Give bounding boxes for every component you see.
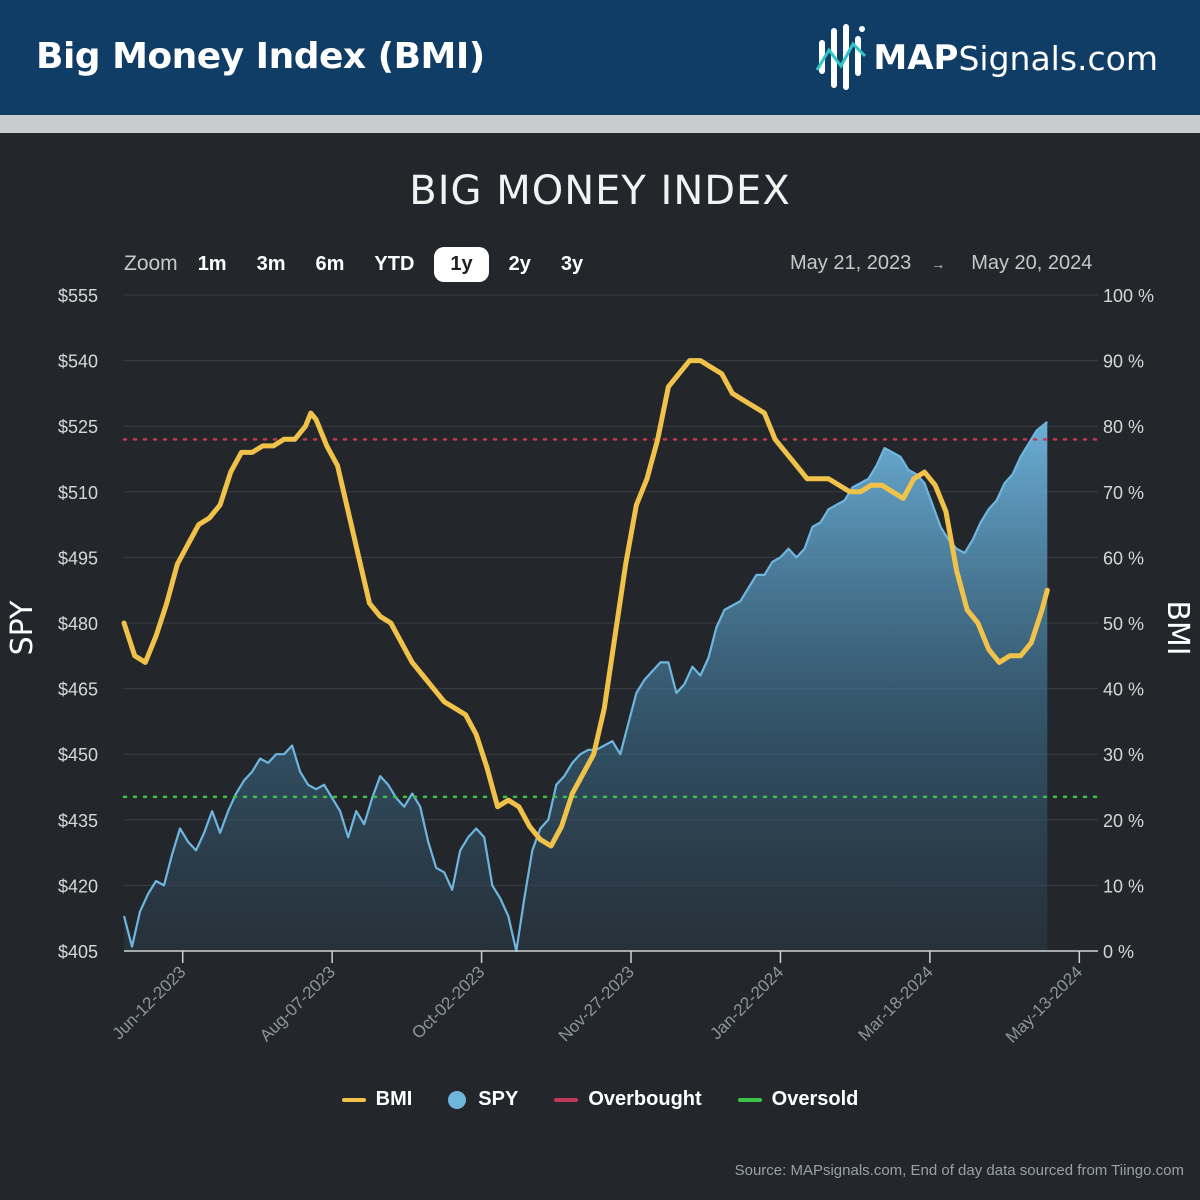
y-tick-right: 60 %: [1103, 548, 1144, 568]
zoom-label: Zoom: [124, 252, 178, 275]
legend-label-oversold: Oversold: [771, 1088, 859, 1110]
date-range: May 21, 2023 → May 20, 2024: [790, 252, 1092, 275]
range-end-input[interactable]: May 20, 2024: [971, 252, 1093, 274]
y-tick-right: 80 %: [1103, 417, 1144, 437]
range-start-input[interactable]: May 21, 2023: [790, 252, 912, 274]
zoom-button-3m[interactable]: 3m: [256, 252, 286, 275]
zoom-button-2y[interactable]: 2y: [508, 252, 531, 275]
y-tick-left: $525: [58, 417, 98, 437]
y-tick-right: 50 %: [1103, 614, 1144, 634]
y-tick-left: $495: [58, 548, 98, 568]
x-tick-label: Jan-22-2024: [706, 962, 787, 1043]
header-bar: Big Money Index (BMI) MAP Signals.com: [0, 0, 1200, 115]
x-tick-label: Nov-27-2023: [555, 962, 638, 1045]
spy-area: [124, 421, 1048, 951]
y-tick-left: $510: [58, 483, 98, 503]
y-tick-left: $540: [58, 352, 98, 372]
legend-item-bmi[interactable]: BMI: [341, 1088, 413, 1111]
source-note: Source: MAPsignals.com, End of day data …: [734, 1162, 1184, 1179]
y-tick-right: 90 %: [1103, 352, 1144, 372]
zoom-bar: Zoom 1m 3m 6m YTD 1y 2y 3y: [124, 246, 603, 282]
legend-item-overbought[interactable]: Overbought: [554, 1088, 702, 1111]
x-tick-label: Mar-18-2024: [854, 962, 936, 1044]
mapsignals-logo-icon: [816, 24, 867, 90]
x-tick-label: Jun-12-2023: [109, 962, 190, 1043]
y-tick-left: $480: [58, 614, 98, 634]
legend-swatch-overbought: [554, 1097, 579, 1102]
y-tick-left: $465: [58, 680, 98, 700]
range-arrow-icon: →: [931, 255, 946, 272]
y-axis-left-label: SPY: [5, 600, 40, 655]
zoom-button-ytd[interactable]: YTD: [374, 252, 415, 275]
legend-label-bmi: BMI: [375, 1088, 413, 1110]
brand-name-rest: Signals.com: [958, 38, 1158, 78]
legend-swatch-bmi: [341, 1097, 366, 1102]
chart-title: BIG MONEY INDEX: [409, 168, 791, 214]
zoom-button-1m[interactable]: 1m: [197, 252, 227, 275]
bmi-line: [121, 358, 1050, 849]
legend-swatch-spy: [448, 1090, 467, 1109]
legend-item-oversold[interactable]: Oversold: [737, 1088, 859, 1111]
x-tick-label: Oct-02-2023: [408, 962, 488, 1042]
y-tick-left: $420: [58, 876, 98, 896]
x-tick-label: Aug-07-2023: [256, 962, 339, 1045]
legend-item-spy[interactable]: SPY: [448, 1088, 518, 1111]
brand-logo[interactable]: MAP Signals.com: [815, 22, 1158, 94]
header-divider: [0, 115, 1200, 133]
y-tick-right: 0 %: [1103, 942, 1134, 962]
y-tick-right: 20 %: [1103, 811, 1144, 831]
x-tick-label: May-13-2024: [1002, 962, 1086, 1046]
chart-legend: BMI SPY Overbought Oversold: [0, 1088, 1200, 1111]
y-tick-right: 30 %: [1103, 745, 1144, 765]
brand-name-strong: MAP: [873, 38, 959, 78]
y-tick-left: $435: [58, 811, 98, 831]
y-tick-right: 100 %: [1103, 286, 1154, 306]
spy-line: [122, 420, 1048, 953]
zoom-button-6m[interactable]: 6m: [315, 252, 345, 275]
zoom-button-3y[interactable]: 3y: [560, 252, 584, 275]
legend-swatch-oversold: [737, 1097, 762, 1102]
y-tick-left: $450: [58, 745, 98, 765]
y-tick-left: $405: [58, 942, 98, 962]
zoom-button-1y[interactable]: 1y: [434, 246, 489, 282]
legend-label-spy: SPY: [478, 1088, 519, 1110]
y-tick-right: 70 %: [1103, 483, 1144, 503]
y-tick-right: 10 %: [1103, 876, 1144, 896]
y-tick-left: $555: [58, 286, 98, 306]
page-title: Big Money Index (BMI): [36, 36, 485, 77]
legend-label-overbought: Overbought: [588, 1088, 702, 1110]
y-tick-right: 40 %: [1103, 680, 1144, 700]
y-axis-right-label: BMI: [1160, 600, 1195, 655]
series-layer: [121, 358, 1100, 953]
